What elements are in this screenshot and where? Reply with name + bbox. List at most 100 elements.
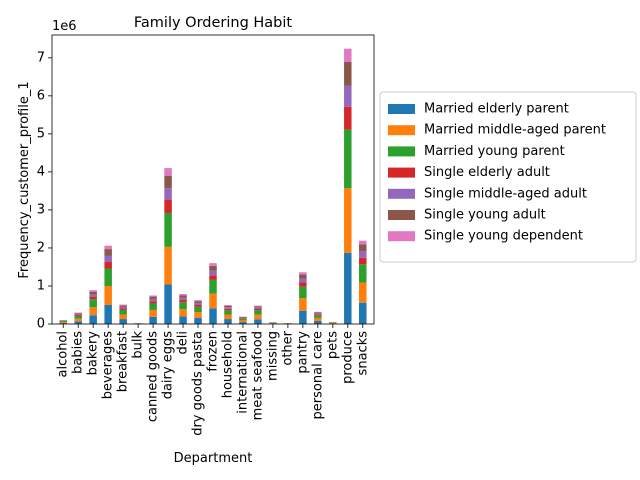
legend-label: Married middle-aged parent	[424, 123, 606, 138]
x-tick-label: other	[280, 330, 295, 365]
bar-segment-personal-care-0	[314, 320, 322, 324]
y-tick-label: 7	[37, 50, 45, 65]
y-tick-label: 6	[37, 88, 45, 103]
y-tick-label: 5	[37, 126, 45, 141]
x-tick-label: babies	[71, 331, 86, 374]
bar-segment-bakery-3	[89, 296, 97, 300]
bar-segment-snacks-5	[359, 244, 367, 252]
bar-segment-alcohol-1	[59, 322, 67, 324]
bar-segment-personal-care-2	[314, 315, 322, 318]
bar-segment-dry-goods-pasta-6	[194, 300, 202, 302]
bar-segment-deli-5	[179, 295, 187, 298]
bar-segment-meat-seafood-6	[254, 305, 262, 307]
bar-segment-beverages-3	[104, 262, 112, 269]
bar-segment-breakfast-1	[119, 314, 127, 320]
bar-segment-babies-6	[74, 312, 82, 314]
bar-segment-pantry-3	[299, 282, 307, 287]
bar-segment-babies-5	[74, 313, 82, 315]
bar-segment-bakery-1	[89, 307, 97, 316]
legend-label: Single young dependent	[424, 229, 583, 244]
bar-segment-deli-4	[179, 297, 187, 301]
bar-segment-breakfast-5	[119, 305, 127, 307]
bar-segment-frozen-4	[209, 270, 217, 276]
bar-segment-international-0	[239, 322, 247, 324]
bar-segment-pantry-2	[299, 286, 307, 299]
bar-segment-produce-1	[344, 188, 352, 253]
bar-segment-household-5	[224, 305, 232, 308]
bar-segment-personal-care-4	[314, 313, 322, 315]
bar-segment-beverages-6	[104, 245, 112, 250]
bar-segment-beverages-2	[104, 268, 112, 286]
bar-segment-pantry-6	[299, 272, 307, 275]
bar-segment-dairy-eggs-0	[164, 284, 172, 324]
bar-segment-produce-5	[344, 62, 352, 86]
bar-segment-snacks-6	[359, 240, 367, 245]
bar-segment-dry-goods-pasta-0	[194, 317, 202, 324]
bar-segment-canned-goods-5	[149, 296, 157, 299]
bar-segment-meat-seafood-4	[254, 307, 262, 309]
x-tick-label: dairy eggs	[161, 331, 176, 400]
bar-segment-deli-2	[179, 302, 187, 310]
bar-segment-bakery-2	[89, 299, 97, 308]
x-tick-label: bulk	[131, 331, 146, 359]
legend-label: Single elderly adult	[424, 165, 550, 180]
x-tick-label: produce	[340, 331, 355, 384]
bar-segment-household-3	[224, 308, 232, 311]
y-tick-label: 2	[37, 240, 45, 255]
bar-segment-frozen-3	[209, 275, 217, 280]
bar-segment-babies-2	[74, 316, 82, 319]
bar-segment-meat-seafood-0	[254, 319, 262, 324]
legend-swatch	[388, 125, 415, 136]
bar-segment-household-6	[224, 304, 232, 306]
bar-segment-pantry-5	[299, 274, 307, 279]
legend-label: Married elderly parent	[424, 102, 569, 117]
x-tick-label: meat seafood	[250, 331, 265, 420]
bar-segment-produce-4	[344, 85, 352, 107]
legend-swatch	[388, 231, 415, 242]
legend: Married elderly parent Married middle-age…	[379, 91, 637, 263]
bar-segment-international-3	[239, 318, 247, 319]
legend-swatch	[388, 210, 415, 220]
bar-segment-personal-care-1	[314, 317, 322, 321]
bar-segment-international-5	[239, 316, 247, 318]
bar-segment-bakery-0	[89, 315, 97, 324]
x-tick-label: international	[235, 331, 250, 414]
x-tick-label: dry goods pasta	[191, 331, 206, 436]
bar-segment-frozen-1	[209, 293, 217, 309]
bar-segment-international-4	[239, 317, 247, 319]
bar-segment-dry-goods-pasta-4	[194, 303, 202, 305]
bar-segment-snacks-4	[359, 251, 367, 258]
bar-segment-dry-goods-pasta-3	[194, 304, 202, 307]
x-tick-label: household	[220, 331, 235, 398]
bar-segment-household-0	[224, 319, 232, 324]
bar-segment-babies-1	[74, 318, 82, 322]
bar-segment-breakfast-6	[119, 304, 127, 306]
x-tick-label: bakery	[86, 331, 101, 376]
bar-segment-babies-4	[74, 314, 82, 316]
bar-segment-deli-6	[179, 293, 187, 296]
bar-segment-deli-1	[179, 309, 187, 317]
y-tick-label: 3	[37, 202, 45, 217]
bar-segment-personal-care-5	[314, 312, 322, 314]
plot-area: alcohol babies bakery beverages breakfast bul…	[37, 34, 375, 436]
x-tick-label: canned goods	[146, 331, 161, 422]
bar-segment-dairy-eggs-2	[164, 212, 172, 247]
bar-segment-canned-goods-1	[149, 309, 157, 317]
y-tick-label: 1	[37, 278, 45, 293]
bar-segment-frozen-0	[209, 308, 217, 324]
bar-segment-bakery-6	[89, 290, 97, 292]
bar-segment-pantry-4	[299, 278, 307, 283]
legend-label: Married young parent	[424, 144, 565, 159]
bar-segment-personal-care-6	[314, 311, 322, 313]
bar-segment-snacks-0	[359, 302, 367, 324]
bar-segment-breakfast-0	[119, 319, 127, 324]
bar-segment-deli-0	[179, 316, 187, 324]
bar-segment-canned-goods-2	[149, 303, 157, 310]
bar-segment-alcohol-2	[59, 321, 67, 323]
bar-segment-international-1	[239, 320, 247, 323]
bar-segment-beverages-4	[104, 255, 112, 263]
x-tick-label: deli	[176, 331, 191, 354]
bar-segment-household-4	[224, 307, 232, 309]
bar-segment-meat-seafood-5	[254, 306, 262, 308]
bar-segment-beverages-5	[104, 249, 112, 256]
